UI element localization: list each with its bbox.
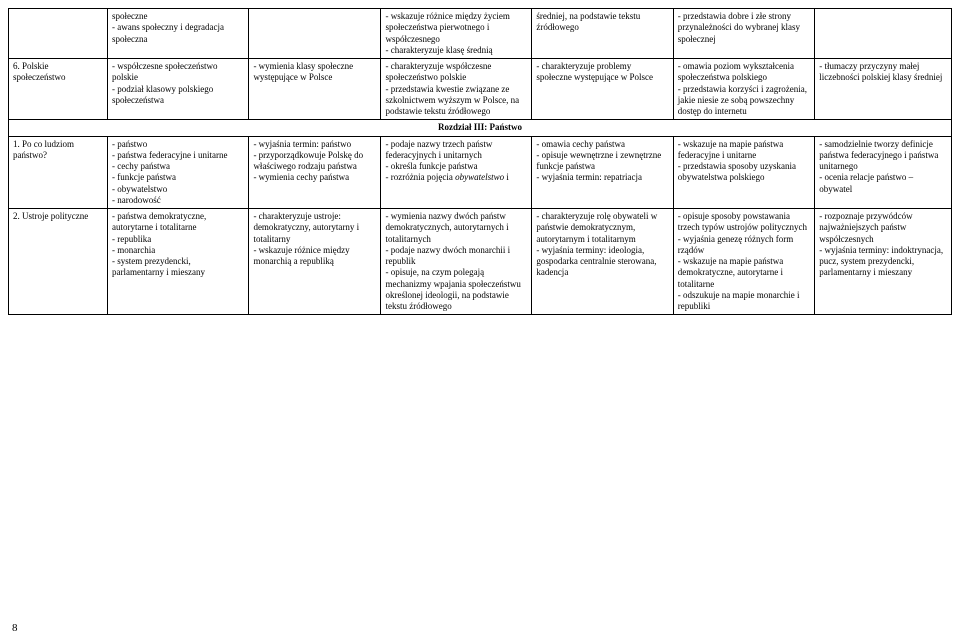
cell-c1: 2. Ustroje polityczne bbox=[9, 209, 108, 315]
cell-c5: - charakteryzuje rolę obywateli w państw… bbox=[532, 209, 673, 315]
cell-c7: - tłumaczy przyczyny małej liczebności p… bbox=[815, 59, 952, 120]
cell-c4: - podaje nazwy trzech państw federacyjny… bbox=[381, 136, 532, 209]
cell-c6: - przedstawia dobre i złe strony przynal… bbox=[673, 9, 814, 59]
table-row: 2. Ustroje polityczne- państwa demokraty… bbox=[9, 209, 952, 315]
cell-c3: - charakteryzuje ustroje: demokratyczny,… bbox=[249, 209, 381, 315]
cell-c3: - wymienia klasy społeczne występujące w… bbox=[249, 59, 381, 120]
cell-c2: - państwa demokratyczne, autorytarne i t… bbox=[108, 209, 249, 315]
cell-c5: średniej, na podstawie tekstu źródłowego bbox=[532, 9, 673, 59]
cell-c6: - opisuje sposoby powstawania trzech typ… bbox=[673, 209, 814, 315]
section-header: Rozdział III: Państwo bbox=[9, 120, 952, 136]
cell-c4: - wymienia nazwy dwóch państw demokratyc… bbox=[381, 209, 532, 315]
table-row: 1. Po co ludziom państwo?- państwo- pańs… bbox=[9, 136, 952, 209]
table-row: społeczne- awans społeczny i degradacja … bbox=[9, 9, 952, 59]
page-number: 8 bbox=[12, 622, 18, 634]
cell-c2: - państwo- państwa federacyjne i unitarn… bbox=[108, 136, 249, 209]
cell-c3: - wyjaśnia termin: państwo- przyporządko… bbox=[249, 136, 381, 209]
cell-c1 bbox=[9, 9, 108, 59]
cell-c5: - charakteryzuje problemy społeczne wyst… bbox=[532, 59, 673, 120]
table-row: 6. Polskie społeczeństwo- współczesne sp… bbox=[9, 59, 952, 120]
cell-c4: - wskazuje różnice między życiem społecz… bbox=[381, 9, 532, 59]
cell-c2: społeczne- awans społeczny i degradacja … bbox=[108, 9, 249, 59]
cell-c2: - współczesne społeczeństwo polskie- pod… bbox=[108, 59, 249, 120]
cell-c3 bbox=[249, 9, 381, 59]
cell-c7: - samodzielnie tworzy definicje państwa … bbox=[815, 136, 952, 209]
cell-c7: - rozpoznaje przywódców najważniejszych … bbox=[815, 209, 952, 315]
cell-c1: 6. Polskie społeczeństwo bbox=[9, 59, 108, 120]
cell-c1: 1. Po co ludziom państwo? bbox=[9, 136, 108, 209]
section-header-row: Rozdział III: Państwo bbox=[9, 120, 952, 136]
cell-c6: - wskazuje na mapie państwa federacyjne … bbox=[673, 136, 814, 209]
cell-c7 bbox=[815, 9, 952, 59]
cell-c6: - omawia poziom wykształcenia społeczeńs… bbox=[673, 59, 814, 120]
curriculum-table: społeczne- awans społeczny i degradacja … bbox=[8, 8, 952, 315]
cell-c5: - omawia cechy państwa- opisuje wewnętrz… bbox=[532, 136, 673, 209]
cell-c4: - charakteryzuje współczesne społeczeńst… bbox=[381, 59, 532, 120]
